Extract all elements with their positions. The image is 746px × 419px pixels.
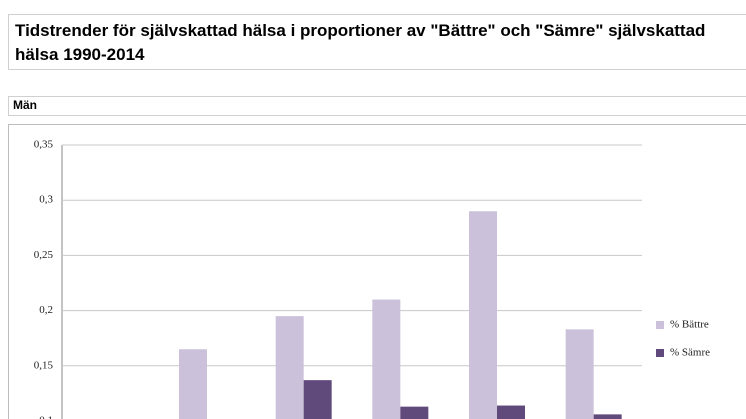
bar xyxy=(275,316,304,419)
y-tick-label: 0,25 xyxy=(34,249,54,261)
bar xyxy=(469,211,497,419)
section-label: Män xyxy=(8,96,746,116)
legend-label: % Bättre xyxy=(670,319,709,331)
y-tick-label: 0,15 xyxy=(34,359,54,371)
page-title: Tidstrender för självskattad hälsa i pro… xyxy=(8,14,746,70)
y-tick-label: 0,2 xyxy=(39,304,53,316)
y-tick-label: 0,3 xyxy=(39,194,53,206)
bar xyxy=(497,405,525,419)
bar xyxy=(400,406,429,419)
chart-frame xyxy=(8,124,746,419)
bar xyxy=(565,329,594,419)
y-tick-label: 0,35 xyxy=(34,139,54,151)
legend-swatch xyxy=(656,349,664,357)
bar xyxy=(593,414,622,419)
legend-swatch xyxy=(656,321,664,329)
bar xyxy=(303,380,332,419)
y-tick-label: 0,1 xyxy=(39,415,53,419)
bar xyxy=(372,299,401,419)
bar xyxy=(179,349,207,419)
legend-label: % Sämre xyxy=(670,347,710,359)
